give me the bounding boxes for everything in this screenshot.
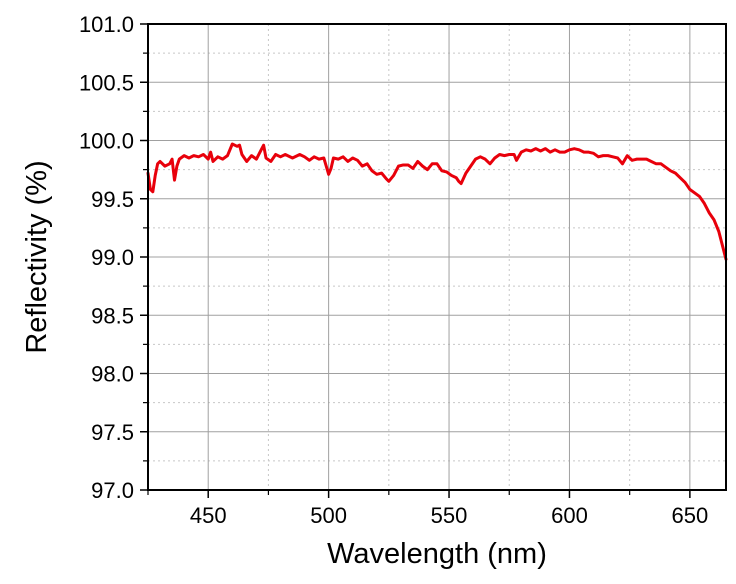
- reflectivity-series-line: [146, 142, 728, 261]
- y-tick-label: 100.0: [79, 129, 134, 154]
- y-tick-label: 98.0: [91, 362, 134, 387]
- x-tick-label: 450: [190, 503, 227, 528]
- tick-labels: 450 500 550 600 650 97.0 97.5 98.0 98.5 99.0 99.5 1…: [79, 12, 708, 528]
- x-tick-label: 600: [551, 503, 588, 528]
- grid: [148, 23, 726, 491]
- y-axis-title: Reflectivity (%): [21, 160, 53, 353]
- x-tick-label: 550: [431, 503, 468, 528]
- y-tick-label: 99.5: [91, 187, 134, 212]
- x-tick-label: 650: [672, 503, 709, 528]
- series-layer: [146, 142, 728, 261]
- y-tick-label: 99.0: [91, 245, 134, 270]
- x-tick-label: 500: [310, 503, 347, 528]
- y-tick-label: 97.5: [91, 420, 134, 445]
- y-tick-label: 98.5: [91, 303, 134, 328]
- ticks: [140, 23, 691, 498]
- y-tick-label: 97.0: [91, 478, 134, 503]
- y-tick-label: 101.0: [79, 12, 134, 37]
- y-tick-label: 100.5: [79, 70, 134, 95]
- x-axis-title: Wavelength (nm): [327, 538, 547, 570]
